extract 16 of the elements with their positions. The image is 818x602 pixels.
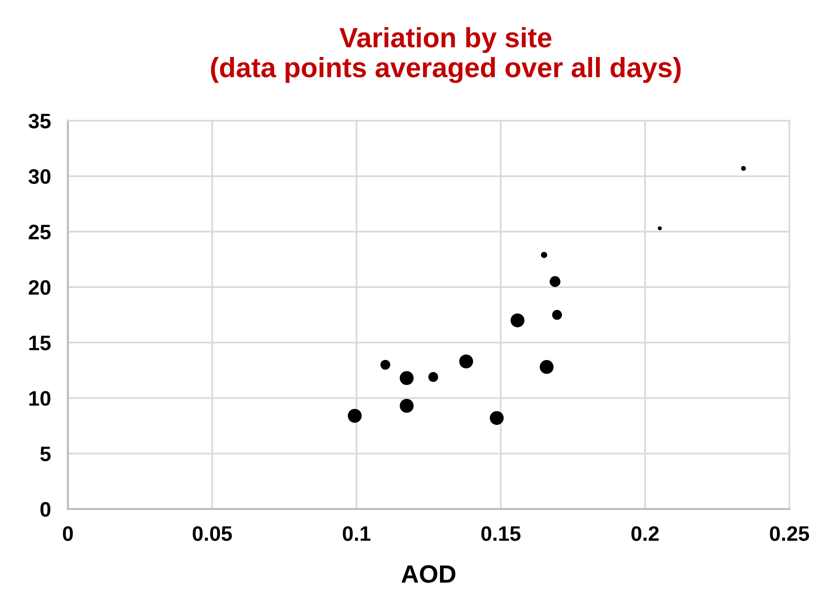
y-tick-label: 25 — [28, 224, 51, 240]
x-tick-label: 0.2 — [631, 526, 659, 541]
y-tick-label: 5 — [40, 446, 51, 462]
y-tick-label: 20 — [28, 280, 50, 295]
y-tick-label: 15 — [29, 336, 51, 350]
x-tick-label: 0.15 — [481, 526, 520, 541]
x-axis-title: AOD — [401, 565, 456, 583]
chart-title: Variation by site (data points averaged over all days) — [211, 27, 681, 84]
y-tick-label: 35 — [28, 114, 51, 128]
x-tick-label: 0.05 — [192, 526, 232, 541]
y-tick-label: 10 — [29, 391, 50, 406]
y-tick-label: 0 — [40, 502, 50, 517]
x-tick-label: 0 — [62, 526, 73, 541]
x-tick-label: 0.25 — [770, 526, 810, 541]
x-tick-label: 0.1 — [342, 526, 370, 541]
y-tick-label: 30 — [28, 169, 50, 184]
